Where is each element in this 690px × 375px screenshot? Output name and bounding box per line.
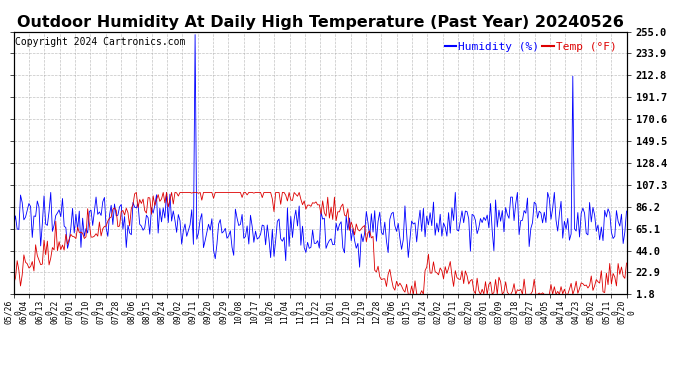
Legend: Humidity (%), Temp (°F): Humidity (%), Temp (°F) — [440, 37, 621, 56]
Title: Outdoor Humidity At Daily High Temperature (Past Year) 20240526: Outdoor Humidity At Daily High Temperatu… — [17, 15, 624, 30]
Text: Copyright 2024 Cartronics.com: Copyright 2024 Cartronics.com — [15, 37, 186, 47]
